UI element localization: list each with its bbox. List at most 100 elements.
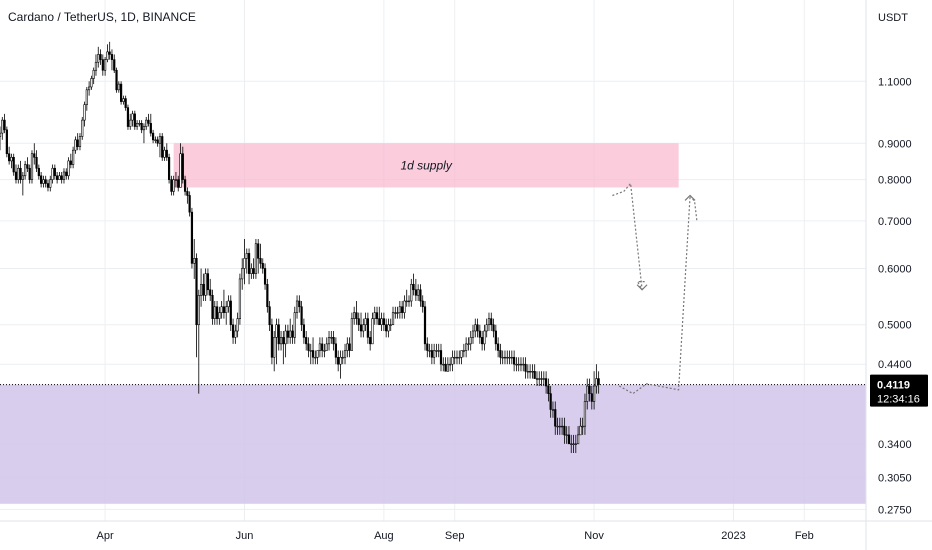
candle (369, 330, 372, 351)
candle (147, 113, 150, 127)
candle-body (407, 300, 411, 303)
candle-layer[interactable] (0, 41, 600, 454)
candle (33, 143, 36, 165)
candle (465, 337, 468, 358)
candle (364, 312, 367, 331)
countdown-timer: 12:34:16 (877, 394, 920, 406)
candle (0, 126, 2, 151)
candle (110, 49, 114, 71)
candle (533, 364, 536, 379)
candle-body (0, 132, 2, 137)
candle (346, 337, 349, 358)
candle (163, 146, 166, 161)
candle (547, 378, 550, 402)
candle (375, 306, 379, 325)
candle-body (37, 167, 40, 177)
candle (12, 153, 15, 176)
candle-body (519, 363, 523, 366)
candle (522, 357, 525, 372)
candle-body (325, 343, 328, 351)
candle (499, 343, 502, 365)
candle (437, 343, 440, 358)
candle-body (522, 363, 525, 366)
candle (268, 300, 271, 331)
candle (58, 171, 61, 180)
candle-body (451, 356, 454, 365)
candle (433, 343, 436, 365)
candle (145, 116, 148, 130)
candle (117, 81, 120, 93)
candle (421, 295, 424, 313)
candle (503, 350, 507, 365)
candle (85, 86, 88, 111)
candle (428, 343, 431, 358)
candle-body (158, 136, 162, 144)
candle-body (179, 153, 182, 188)
candle (5, 126, 8, 158)
candle-body (97, 54, 100, 63)
candle (177, 175, 180, 192)
candle (561, 417, 564, 435)
candle-body (481, 337, 484, 345)
candle (179, 143, 182, 188)
candle (430, 343, 433, 365)
candle-body (357, 318, 360, 326)
candle-body (428, 350, 431, 352)
candle-body (355, 312, 358, 319)
candle (113, 54, 116, 73)
candle (362, 318, 365, 338)
candle-body (540, 378, 543, 380)
candle (471, 324, 475, 344)
candle-body (113, 59, 116, 71)
candle-body (58, 175, 61, 180)
candle (284, 324, 287, 358)
candle (337, 350, 340, 372)
candle-body (12, 156, 15, 173)
candle (40, 171, 43, 188)
candle-body (282, 337, 285, 345)
candle (474, 318, 477, 338)
candle-body (554, 409, 557, 427)
candle (442, 357, 445, 372)
candle-body (311, 350, 315, 358)
candle (417, 284, 420, 301)
candle-body (293, 312, 296, 338)
candle (309, 343, 312, 365)
candle (476, 318, 479, 338)
candle (209, 278, 212, 301)
candle-body (209, 289, 212, 296)
candle (401, 300, 404, 319)
candle-body (56, 175, 59, 180)
candle (76, 133, 79, 151)
y-tick-label: 0.2750 (878, 504, 912, 516)
candle-body (122, 98, 125, 102)
candle-body (508, 356, 511, 359)
candle (519, 357, 523, 372)
candle-body (469, 337, 472, 345)
candle-body (236, 318, 239, 332)
candle (549, 386, 552, 418)
candle (515, 357, 518, 372)
candle-body (291, 330, 294, 338)
y-tick-label: 1.1000 (878, 76, 912, 88)
candle (382, 312, 385, 331)
candle (359, 312, 363, 338)
candle-body (51, 167, 54, 180)
candle-body (547, 385, 550, 394)
candle (426, 337, 429, 358)
candle (72, 146, 75, 169)
candle-body (446, 363, 449, 372)
candle (538, 371, 541, 387)
candle (389, 318, 392, 331)
candle-body (346, 343, 349, 351)
candle-body (549, 393, 552, 410)
candle-body (99, 54, 102, 60)
candle-body (375, 312, 379, 319)
candle-body (60, 175, 63, 180)
candle-body (533, 371, 536, 379)
candle (3, 113, 6, 134)
candle-body (435, 350, 438, 352)
candle-body (53, 167, 56, 177)
